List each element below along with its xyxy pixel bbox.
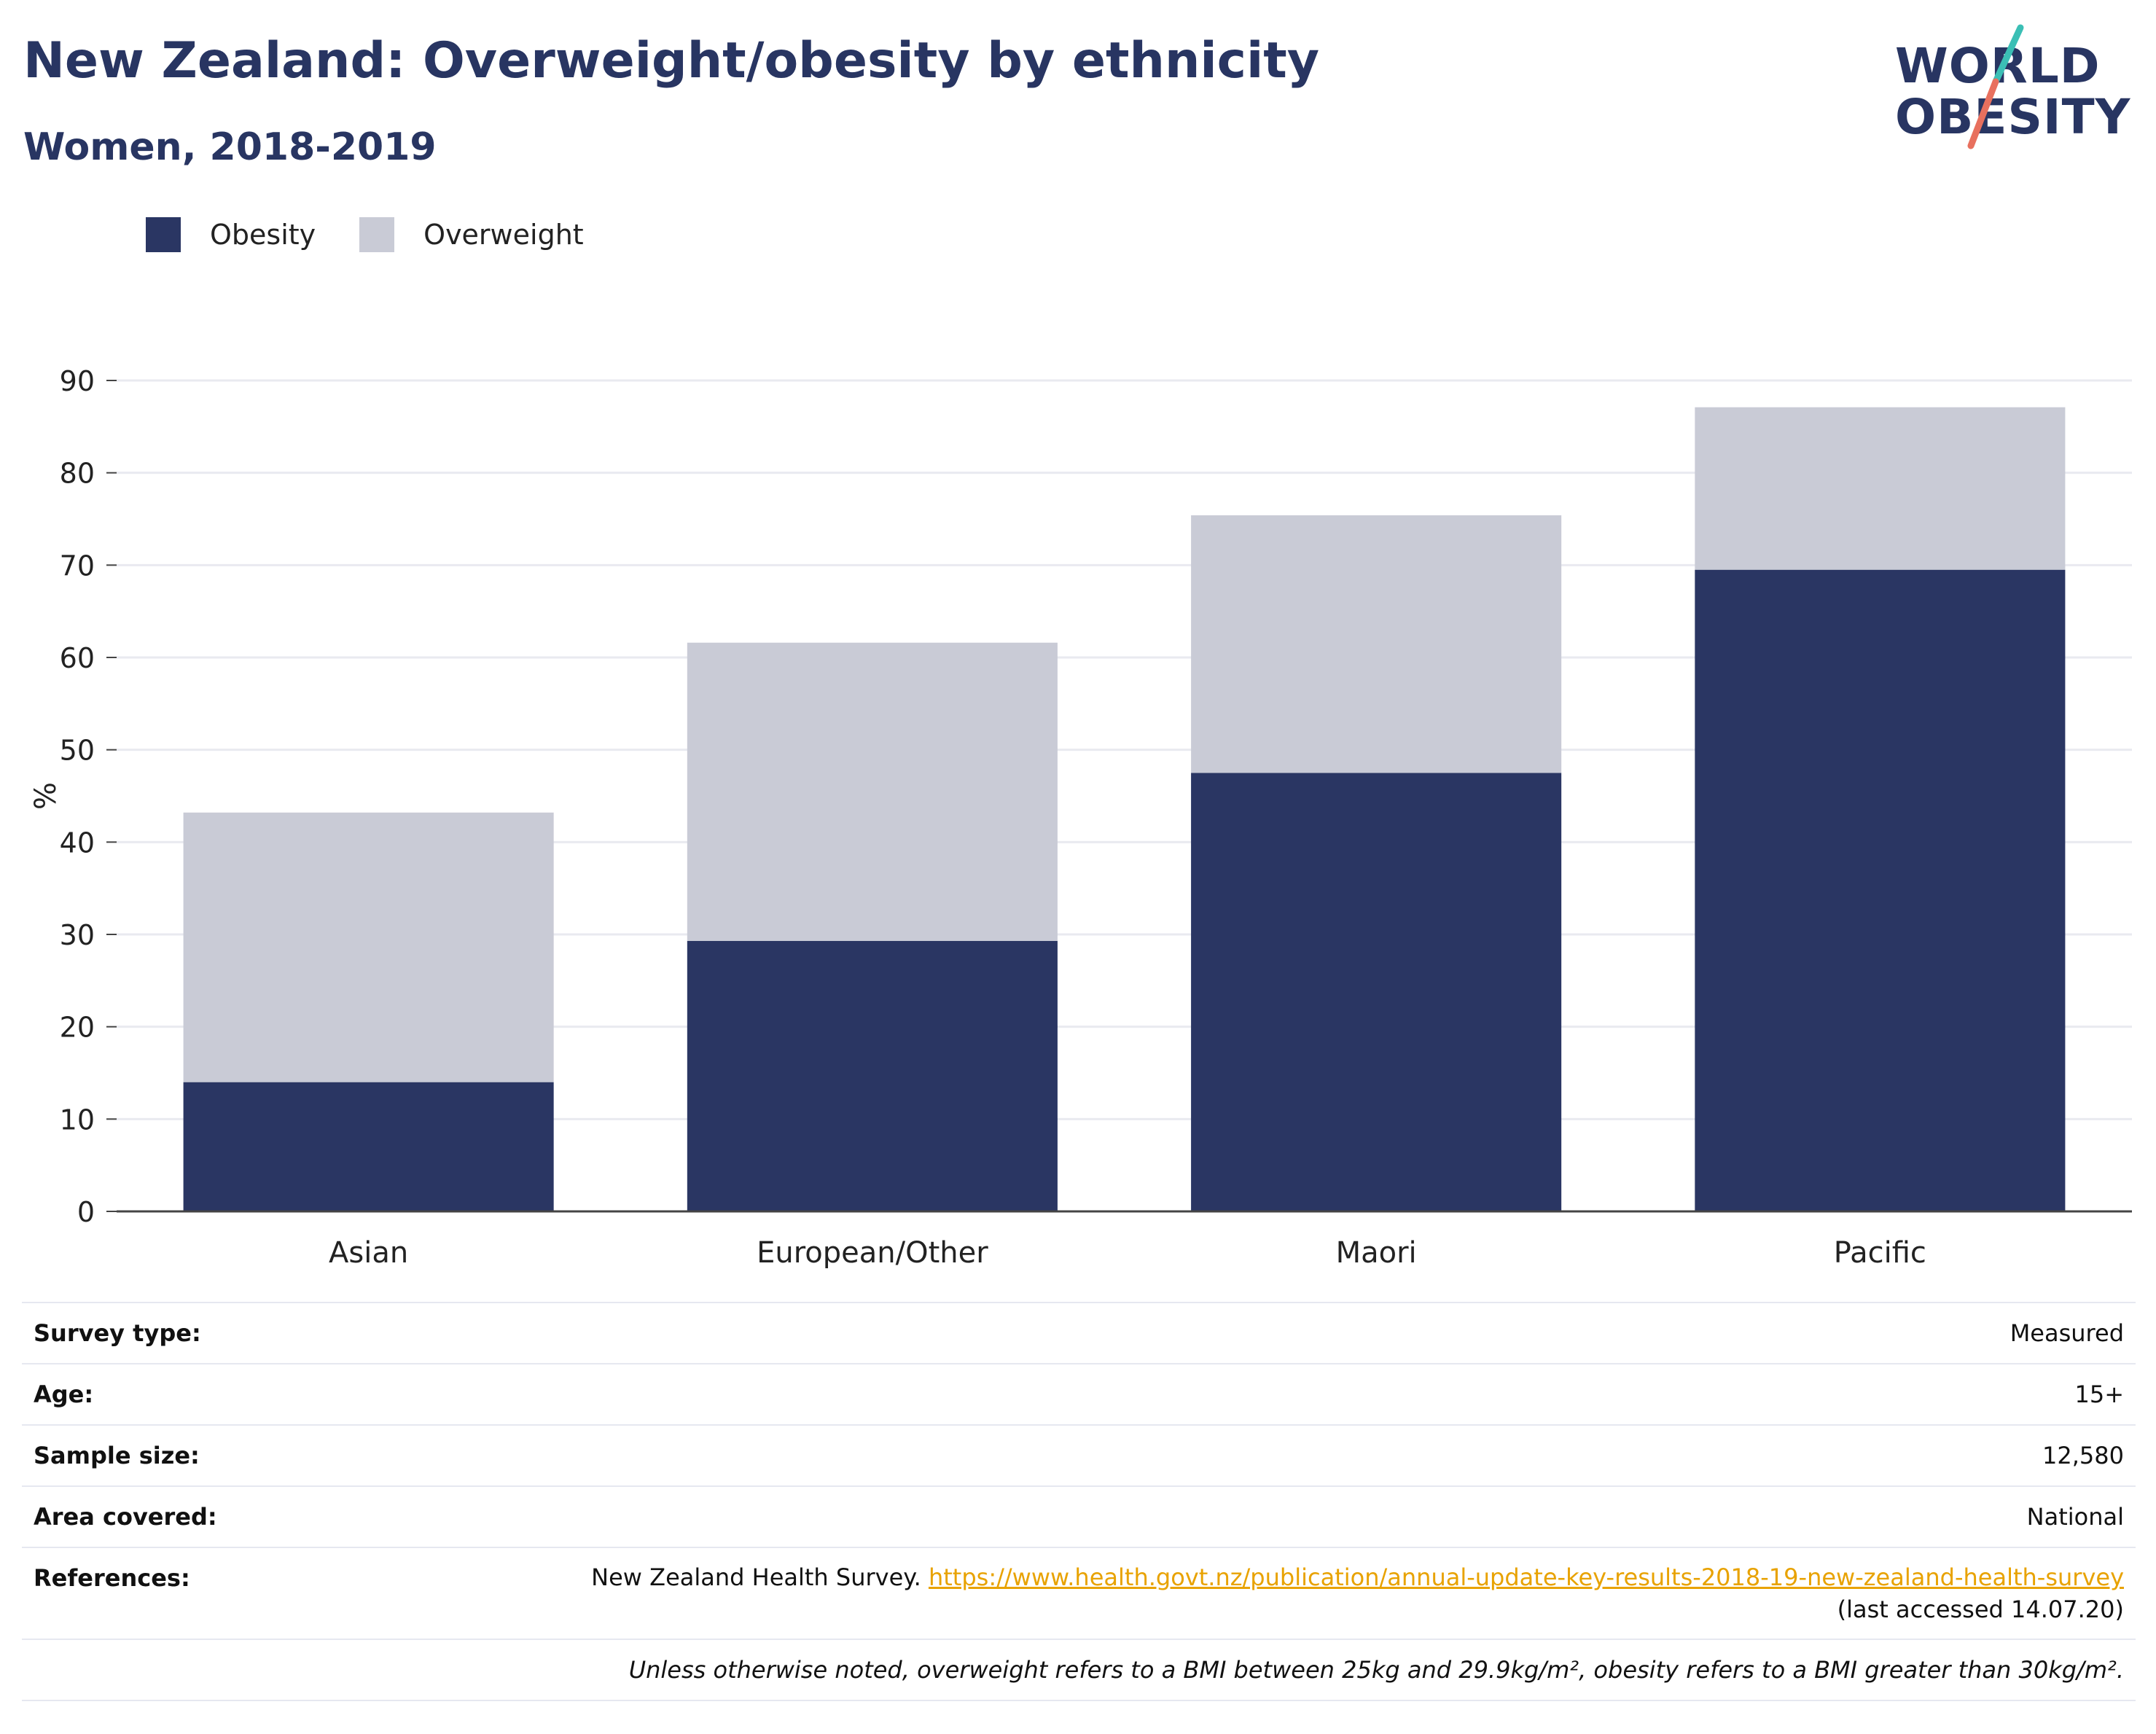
info-row-bmi-note: Unless otherwise noted, overweight refer… <box>22 1639 2136 1701</box>
x-tick-label: European/Other <box>757 1236 988 1268</box>
info-row-area: Area covered: National <box>22 1485 2136 1547</box>
y-tick-label: 0 <box>77 1196 95 1228</box>
sample-size-label: Sample size: <box>34 1442 200 1469</box>
info-row-references: References: New Zealand Health Survey. h… <box>22 1547 2136 1639</box>
references-label: References: <box>34 1564 190 1592</box>
y-tick-label: 60 <box>60 642 95 674</box>
y-axis-label: % <box>29 782 63 810</box>
y-tick-label: 80 <box>60 458 95 490</box>
y-tick-label: 10 <box>60 1104 95 1136</box>
survey-type-value: Measured <box>2009 1319 2124 1347</box>
bar-overweight-asian <box>183 812 554 1082</box>
legend-swatch-overweight <box>359 217 395 252</box>
reference-link[interactable]: https://www.health.govt.nz/publication/a… <box>928 1563 2124 1591</box>
bar-obesity-pacific <box>1695 569 2066 1211</box>
y-tick-label: 70 <box>60 550 95 582</box>
chart-title: New Zealand: Overweight/obesity by ethni… <box>23 32 1320 90</box>
y-tick-label: 90 <box>60 365 95 397</box>
world-obesity-logo[interactable]: WORLD OBESITY <box>1895 22 2143 153</box>
age-label: Age: <box>34 1380 94 1408</box>
legend-swatch-obesity <box>146 217 181 252</box>
area-covered-label: Area covered: <box>34 1503 217 1531</box>
x-tick-label: Asian <box>329 1236 408 1268</box>
references-value: New Zealand Health Survey. https://www.h… <box>591 1561 2124 1625</box>
chart-subtitle: Women, 2018-2019 <box>23 125 437 169</box>
age-value: 15+ <box>2074 1380 2124 1408</box>
bar-obesity-maori <box>1191 773 1562 1211</box>
info-row-survey-type: Survey type: Measured <box>22 1302 2136 1363</box>
bar-overweight-maori <box>1191 515 1562 773</box>
legend-label-overweight: Overweight <box>423 219 584 251</box>
bmi-definition-note: Unless otherwise noted, overweight refer… <box>628 1656 2124 1684</box>
chart-legend: Obesity Overweight <box>146 217 628 252</box>
logo-slash-icon <box>1967 24 2024 149</box>
info-row-sample-size: Sample size: 12,580 <box>22 1424 2136 1485</box>
y-tick-label: 40 <box>60 827 95 859</box>
bar-overweight-pacific <box>1695 407 2066 570</box>
info-row-age: Age: 15+ <box>22 1363 2136 1424</box>
y-tick-label: 20 <box>60 1012 95 1044</box>
survey-info-table: Survey type: Measured Age: 15+ Sample si… <box>22 1302 2136 1701</box>
y-tick-label: 50 <box>60 735 95 767</box>
legend-item-overweight[interactable]: Overweight <box>359 217 584 252</box>
x-tick-label: Pacific <box>1834 1236 1926 1268</box>
sample-size-value: 12,580 <box>2042 1442 2124 1469</box>
bar-overweight-european-other <box>687 642 1058 941</box>
reference-accessed-date: (last accessed 14.07.20) <box>1837 1596 2124 1623</box>
reference-source-text: New Zealand Health Survey. <box>591 1563 921 1591</box>
logo-text-obesity: OBESITY <box>1895 89 2131 145</box>
survey-type-label: Survey type: <box>34 1319 201 1347</box>
x-tick-label: Maori <box>1336 1236 1417 1268</box>
y-tick-label: 30 <box>60 919 95 951</box>
area-covered-value: National <box>2026 1503 2124 1531</box>
stacked-bar-chart: 0 10 20 30 40 50 60 70 80 90% Asian European/Other M… <box>29 365 2132 1268</box>
legend-label-obesity: Obesity <box>210 219 316 251</box>
legend-item-obesity[interactable]: Obesity <box>146 217 316 252</box>
bar-obesity-asian <box>183 1082 554 1211</box>
bar-obesity-european-other <box>687 940 1058 1211</box>
